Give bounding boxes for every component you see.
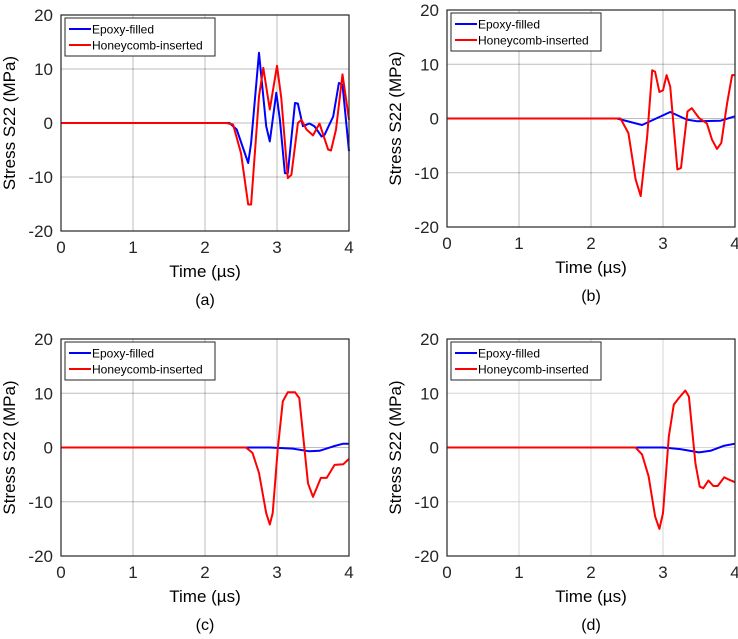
y-tick-label: 10 [34,384,53,403]
subplot-caption: (d) [581,617,601,634]
y-tick-label: 20 [34,6,53,25]
y-tick-label: 10 [420,384,439,403]
x-tick-label: 3 [658,234,667,253]
x-tick-label: 1 [514,563,523,582]
series-line-honeycomb-inserted [447,389,736,530]
y-tick-label: 20 [420,1,439,20]
x-tick-label: 2 [200,238,209,257]
y-tick-label: 10 [34,60,53,79]
legend: Epoxy-filled Honeycomb-inserted [450,12,602,52]
x-tick-label: 4 [344,238,353,257]
x-tick-label: 1 [514,234,523,253]
legend-label: Honeycomb-inserted [478,363,589,377]
subplot-caption: (b) [581,288,601,305]
subplot-caption: (a) [195,292,215,309]
x-tick-label: 2 [586,563,595,582]
subplot-d: 0 1 2 3 4 -20 -10 0 10 20 Epoxy-filled Honeycomb-in… [386,330,738,634]
x-tick-label: 0 [442,563,451,582]
legend-box [450,341,602,381]
axes-frame [446,338,736,557]
legend: Epoxy-filled Honeycomb-inserted [64,341,216,381]
y-tick-label: 0 [430,439,439,458]
x-tick-label: 3 [272,238,281,257]
y-tick-label: 0 [44,114,53,133]
y-tick-label: -10 [414,164,439,183]
y-tick-label: -10 [28,168,53,187]
y-tick-label: 20 [420,330,439,349]
subplot-a: 0 1 2 3 4 -20 -10 0 10 20 Epoxy-filled Honeycomb-in… [0,6,354,309]
legend-label: Epoxy-filled [478,18,540,32]
axes-frame [446,9,736,228]
x-tick-label: 4 [730,234,738,253]
y-tick-label: 20 [34,330,53,349]
y-tick-label: 0 [430,110,439,129]
x-tick-label: 3 [658,563,667,582]
series-line-honeycomb-inserted [61,391,350,526]
series-line-epoxy-filled [61,442,349,453]
y-tick-label: -20 [28,547,53,566]
y-axis-label: Stress S22 (MPa) [386,51,405,185]
x-tick-label: 4 [730,563,738,582]
x-axis-label: Time (µs) [555,587,627,606]
x-tick-label: 1 [128,238,137,257]
x-tick-label: 0 [442,234,451,253]
legend-box [450,12,602,52]
y-tick-label: -20 [414,218,439,237]
x-tick-label: 2 [200,563,209,582]
legend: Epoxy-filled Honeycomb-inserted [64,17,216,57]
subplot-c: 0 1 2 3 4 -20 -10 0 10 20 Epoxy-filled Honeycomb-in… [0,330,354,634]
x-axis-label: Time (µs) [169,262,241,281]
y-axis-label: Stress S22 (MPa) [0,380,19,514]
axes-frame [60,14,350,232]
legend-label: Honeycomb-inserted [92,39,203,53]
legend-label: Epoxy-filled [92,347,154,361]
y-tick-label: -10 [28,493,53,512]
legend: Epoxy-filled Honeycomb-inserted [450,341,602,381]
y-tick-label: -10 [414,493,439,512]
y-tick-label: 0 [44,439,53,458]
x-tick-label: 0 [56,563,65,582]
series-line-honeycomb-inserted [447,69,735,198]
y-tick-label: 10 [420,55,439,74]
x-tick-label: 1 [128,563,137,582]
y-tick-label: -20 [28,222,53,241]
legend-box [64,17,216,57]
y-axis-label: Stress S22 (MPa) [386,380,405,514]
legend-label: Honeycomb-inserted [92,363,203,377]
legend-label: Epoxy-filled [478,347,540,361]
x-axis-label: Time (µs) [555,258,627,277]
x-tick-label: 3 [272,563,281,582]
legend-box [64,341,216,381]
y-axis-label: Stress S22 (MPa) [0,56,19,190]
subplot-caption: (c) [196,617,215,634]
x-tick-label: 0 [56,238,65,257]
axes-frame [60,338,350,557]
series-line-epoxy-filled [447,442,736,454]
x-axis-label: Time (µs) [169,587,241,606]
series-line-honeycomb-inserted [61,64,350,206]
legend-label: Epoxy-filled [92,23,154,37]
legend-label: Honeycomb-inserted [478,34,589,48]
subplot-b: 0 1 2 3 4 -20 -10 0 10 20 Epoxy-filled Honeycomb-in… [386,1,738,305]
x-tick-label: 4 [344,563,353,582]
y-tick-label: -20 [414,547,439,566]
x-tick-label: 2 [586,234,595,253]
